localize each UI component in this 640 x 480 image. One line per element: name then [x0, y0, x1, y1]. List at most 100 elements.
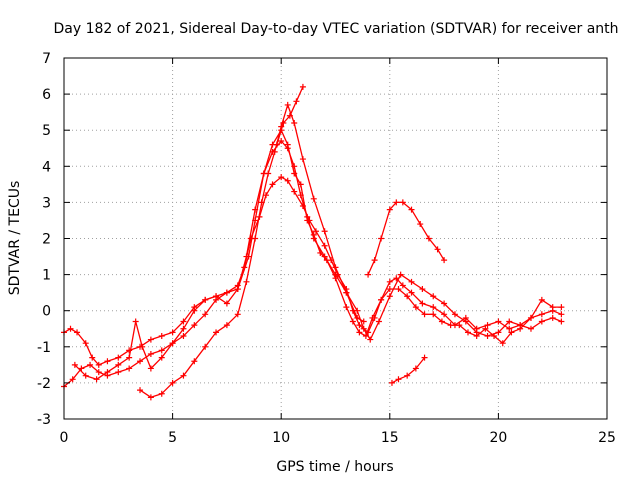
data-point-plus — [491, 332, 498, 339]
data-point-plus — [395, 286, 402, 293]
y-tick-label: -3 — [37, 412, 51, 428]
data-point-plus — [408, 206, 415, 213]
data-point-plus — [74, 329, 81, 336]
data-point-plus — [284, 141, 291, 148]
data-point-plus — [332, 275, 339, 282]
data-point-plus — [147, 336, 154, 343]
data-point-plus — [434, 246, 441, 253]
data-point-plus — [89, 354, 96, 361]
data-point-plus — [280, 119, 287, 126]
x-tick-label: 10 — [272, 430, 290, 446]
data-point-plus — [558, 304, 565, 311]
data-point-plus — [223, 289, 230, 296]
data-point-plus — [293, 98, 300, 105]
data-point-plus — [558, 311, 565, 318]
data-point-plus — [395, 376, 402, 383]
data-point-plus — [126, 347, 133, 354]
data-point-plus — [169, 329, 176, 336]
data-point-plus — [506, 325, 513, 332]
data-point-plus — [412, 304, 419, 311]
data-point-plus — [158, 347, 165, 354]
data-point-plus — [262, 192, 269, 199]
x-tick-label: 20 — [489, 430, 507, 446]
series-track-7 — [388, 354, 428, 386]
data-point-plus — [495, 329, 502, 336]
data-point-plus — [388, 379, 395, 386]
data-point-plus — [147, 365, 154, 372]
data-point-plus — [158, 390, 165, 397]
data-point-plus — [169, 340, 176, 347]
data-point-plus — [421, 354, 428, 361]
series-track-4 — [137, 101, 367, 401]
data-point-plus — [213, 329, 220, 336]
x-tick-label: 15 — [381, 430, 399, 446]
series-line — [63, 140, 563, 388]
y-tick-label: 3 — [42, 195, 51, 211]
data-point-plus — [312, 228, 319, 235]
x-tick-label: 25 — [598, 430, 616, 446]
data-point-plus — [258, 199, 265, 206]
x-tick-label: 0 — [60, 430, 69, 446]
data-point-plus — [499, 340, 506, 347]
data-point-plus — [527, 314, 534, 321]
data-point-plus — [421, 311, 428, 318]
data-point-plus — [399, 199, 406, 206]
data-point-plus — [386, 293, 393, 300]
data-point-plus — [104, 369, 111, 376]
data-point-plus — [71, 361, 78, 368]
data-point-plus — [354, 307, 361, 314]
data-point-plus — [310, 231, 317, 238]
data-point-plus — [408, 289, 415, 296]
data-point-plus — [191, 322, 198, 329]
data-point-plus — [399, 282, 406, 289]
data-point-plus — [180, 372, 187, 379]
data-point-plus — [304, 217, 311, 224]
data-point-plus — [441, 311, 448, 318]
data-point-plus — [332, 264, 339, 271]
data-point-plus — [404, 293, 411, 300]
data-point-plus — [317, 249, 324, 256]
data-point-plus — [558, 318, 565, 325]
y-tick-label: 4 — [42, 159, 51, 175]
data-point-plus — [126, 354, 133, 361]
y-tick-label: 2 — [42, 232, 51, 248]
data-point-plus — [473, 332, 480, 339]
data-point-plus — [369, 314, 376, 321]
data-point-plus — [356, 329, 363, 336]
data-point-plus — [386, 286, 393, 293]
data-point-plus — [223, 300, 230, 307]
data-point-plus — [349, 318, 356, 325]
data-point-plus — [549, 304, 556, 311]
data-point-plus — [137, 387, 144, 394]
data-point-plus — [408, 278, 415, 285]
data-point-plus — [180, 325, 187, 332]
data-point-plus — [549, 314, 556, 321]
data-point-plus — [234, 311, 241, 318]
data-point-plus — [386, 278, 393, 285]
data-point-plus — [419, 286, 426, 293]
data-point-plus — [482, 325, 489, 332]
data-point-plus — [441, 300, 448, 307]
data-point-plus — [419, 300, 426, 307]
data-point-plus — [87, 361, 94, 368]
data-point-plus — [93, 376, 100, 383]
data-point-plus — [69, 376, 76, 383]
data-point-plus — [538, 296, 545, 303]
data-point-plus — [115, 361, 122, 368]
data-point-plus — [430, 304, 437, 311]
data-point-plus — [269, 181, 276, 188]
y-tick-label: 0 — [42, 304, 51, 320]
data-point-plus — [321, 228, 328, 235]
data-point-plus — [323, 257, 330, 264]
data-point-plus — [223, 322, 230, 329]
data-point-plus — [291, 170, 298, 177]
data-point-plus — [139, 343, 146, 350]
y-tick-label: 5 — [42, 123, 51, 139]
data-point-plus — [137, 358, 144, 365]
data-point-plus — [291, 188, 298, 195]
data-point-plus — [321, 242, 328, 249]
data-series-layer — [61, 83, 565, 401]
data-point-plus — [386, 206, 393, 213]
y-tick-label: -1 — [37, 340, 51, 356]
data-point-plus — [310, 195, 317, 202]
